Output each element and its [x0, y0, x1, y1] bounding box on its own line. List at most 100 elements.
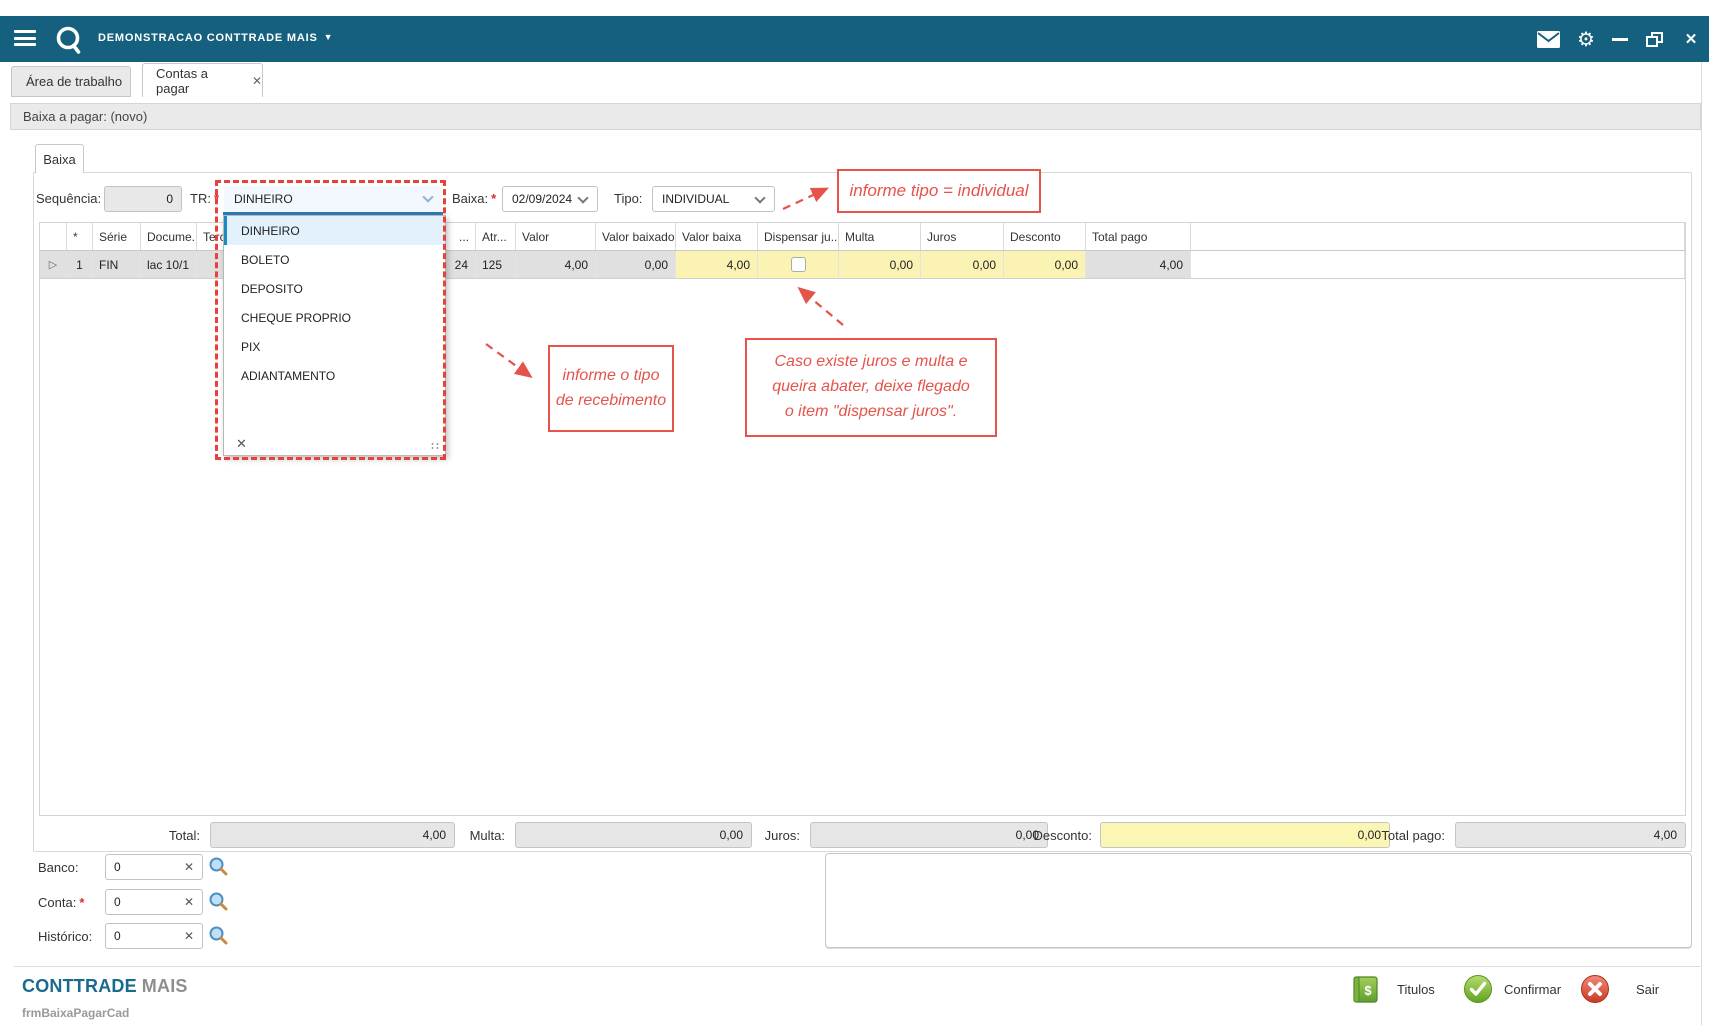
juros-total-field: 0,00 [810, 822, 1048, 848]
exit-x-icon [1581, 975, 1609, 1003]
company-name: DEMONSTRACAO CONTTRADE MAIS [98, 32, 318, 44]
minimize-icon[interactable] [1606, 16, 1634, 62]
cell-filler [1191, 251, 1685, 278]
annotation-dispensar-juros: Caso existe juros e multa e queira abate… [745, 338, 997, 437]
cell-multa[interactable]: 0,00 [839, 251, 921, 278]
col-documento[interactable]: Docume... [141, 223, 197, 250]
company-selector[interactable]: DEMONSTRACAO CONTTRADE MAIS ▼ [98, 32, 333, 44]
col-desconto[interactable]: Desconto [1004, 223, 1086, 250]
tab-contas-a-pagar[interactable]: Contas a pagar ✕ [142, 63, 263, 97]
annotation-tipo-individual: informe tipo = individual [837, 169, 1041, 213]
dropdown-option-dinheiro[interactable]: DINHEIRO [224, 216, 445, 245]
historico-input[interactable]: 0 ✕ [105, 923, 203, 949]
total-label: Total: [168, 828, 200, 843]
clear-icon[interactable]: ✕ [183, 860, 194, 874]
conta-label: Conta: * [38, 895, 85, 910]
tab-baixa-label: Baixa [43, 151, 76, 167]
total-field: 4,00 [210, 822, 455, 848]
col-juros[interactable]: Juros [921, 223, 1004, 250]
col-multa[interactable]: Multa [839, 223, 921, 250]
confirmar-label: Confirmar [1504, 981, 1562, 997]
tr-label: TR: * [190, 191, 220, 206]
baixa-date-select[interactable]: 02/09/2024 [502, 186, 598, 212]
menu-icon[interactable] [14, 30, 36, 47]
total-pago-label: Total pago: [1381, 828, 1445, 843]
cell-num: 1 [67, 251, 93, 278]
cell-desconto[interactable]: 0,00 [1004, 251, 1086, 278]
cell-juros[interactable]: 0,00 [921, 251, 1004, 278]
page-title: Baixa a pagar: (novo) [10, 103, 1701, 130]
col-atraso[interactable]: Atr... [476, 223, 516, 250]
col-total-pago[interactable]: Total pago [1086, 223, 1191, 250]
chevron-down-icon: ▼ [323, 32, 334, 42]
titulos-label: Titulos [1397, 981, 1435, 997]
desconto-total-label: Desconto: [1033, 828, 1092, 843]
titulos-button[interactable]: $ Titulos [1352, 972, 1435, 1006]
footer-divider [14, 966, 1700, 967]
sair-button[interactable]: Sair [1580, 972, 1659, 1006]
restore-window-icon[interactable] [1638, 16, 1670, 62]
tab-area-de-trabalho[interactable]: Área de trabalho [11, 66, 131, 97]
dropdown-option-deposito[interactable]: DEPOSITO [241, 281, 303, 296]
cell-valor-baixado: 0,00 [596, 251, 676, 278]
dropdown-resize-grip[interactable] [430, 442, 440, 450]
multa-total-label: Multa: [469, 828, 505, 843]
conta-input[interactable]: 0 ✕ [105, 889, 203, 915]
col-hidden[interactable]: ... [276, 223, 476, 250]
baixa-date-value: 02/09/2024 [512, 192, 573, 206]
window-edge-divider [1701, 62, 1702, 1025]
mail-icon[interactable] [1532, 16, 1564, 62]
conta-value: 0 [114, 895, 121, 909]
banco-value: 0 [114, 860, 121, 874]
tab-baixa[interactable]: Baixa [35, 144, 84, 173]
banco-input[interactable]: 0 ✕ [105, 854, 203, 880]
sequencia-label: Sequência: [36, 191, 102, 206]
titlebar: DEMONSTRACAO CONTTRADE MAIS ▼ ⚙ ✕ [0, 16, 1709, 62]
cell-valor-baixa[interactable]: 4,00 [676, 251, 758, 278]
close-tab-icon[interactable]: ✕ [251, 73, 262, 88]
col-dispensar-juros[interactable]: Dispensar ju... [758, 223, 839, 250]
dropdown-option-cheque-proprio[interactable]: CHEQUE PROPRIO [241, 310, 352, 325]
cell-dispensar-juros[interactable] [758, 251, 839, 278]
col-valor-baixado[interactable]: Valor baixado [596, 223, 676, 250]
tr-combobox-value: DINHEIRO [234, 192, 293, 206]
search-icon[interactable] [52, 24, 86, 61]
confirmar-button[interactable]: Confirmar [1463, 972, 1561, 1006]
dropdown-option-adiantamento[interactable]: ADIANTAMENTO [241, 368, 336, 383]
conta-search-icon[interactable] [208, 891, 228, 916]
clear-icon[interactable]: ✕ [183, 929, 194, 943]
settings-gear-icon[interactable]: ⚙ [1577, 28, 1595, 51]
clear-icon[interactable]: ✕ [183, 895, 194, 909]
tr-dropdown-list: DINHEIRO BOLETO DEPOSITO CHEQUE PROPRIO … [223, 215, 446, 456]
cell-total-pago: 4,00 [1086, 251, 1191, 278]
tr-combobox[interactable]: DINHEIRO [224, 186, 442, 212]
page-title-text: Baixa a pagar: (novo) [23, 109, 148, 124]
annotation-tipo-recebimento: informe o tipo de recebimento [548, 345, 674, 432]
tipo-label: Tipo: [614, 191, 643, 206]
col-filler [1191, 223, 1685, 250]
col-serie[interactable]: Série [93, 223, 141, 250]
dropdown-accent-line [223, 212, 443, 215]
titles-book-icon: $ [1353, 975, 1378, 1003]
historico-label: Histórico: [38, 929, 93, 944]
tab-label: Área de trabalho [26, 74, 123, 89]
observation-textarea[interactable] [825, 853, 1692, 948]
form-id: frmBaixaPagarCad [22, 1006, 130, 1020]
tipo-select[interactable]: INDIVIDUAL [652, 186, 775, 212]
dispensar-juros-checkbox[interactable] [790, 257, 806, 272]
dropdown-option-pix[interactable]: PIX [241, 339, 261, 354]
confirm-check-icon [1464, 975, 1492, 1003]
dropdown-clear-icon[interactable]: ✕ [236, 436, 247, 451]
sair-label: Sair [1636, 981, 1660, 997]
row-expander[interactable]: ▷ [40, 251, 67, 278]
dropdown-option-boleto[interactable]: BOLETO [241, 252, 290, 267]
banco-search-icon[interactable] [208, 856, 228, 881]
col-valor-baixa[interactable]: Valor baixa [676, 223, 758, 250]
banco-label: Banco: [38, 860, 79, 875]
desconto-total-field[interactable]: 0,00 [1100, 822, 1390, 848]
close-window-icon[interactable]: ✕ [1684, 31, 1698, 48]
chevron-down-icon [754, 192, 766, 204]
dropdown-footer: ✕ [224, 431, 445, 455]
historico-search-icon[interactable] [208, 925, 228, 950]
col-valor[interactable]: Valor [516, 223, 596, 250]
